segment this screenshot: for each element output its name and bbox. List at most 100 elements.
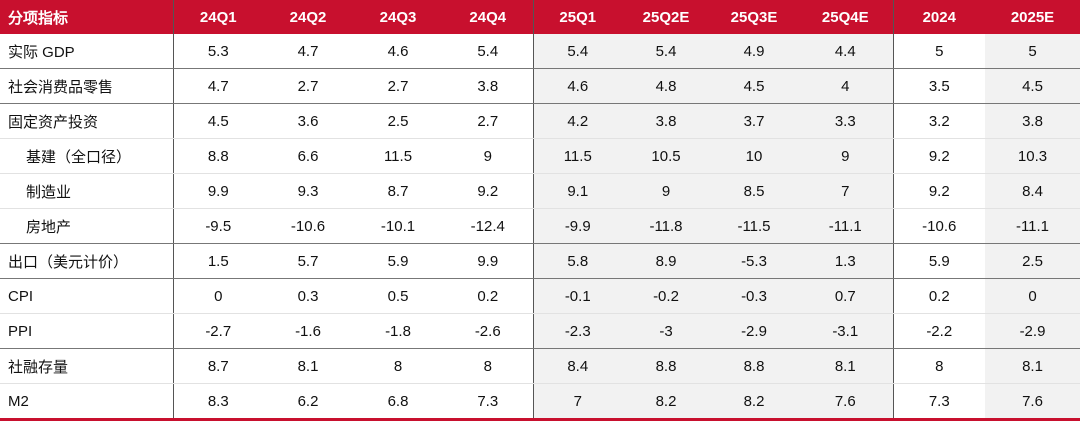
table-row: 制造业 9.9 9.3 8.7 9.2 9.1 9 8.5 7 9.2 8.4: [0, 173, 1080, 209]
value-cell: -2.2: [892, 313, 985, 349]
value-cell: 7.3: [892, 383, 985, 420]
value-cell: 2.5: [353, 103, 443, 139]
header-cell: 25Q3E: [710, 0, 798, 34]
value-cell: 8.4: [985, 173, 1080, 209]
table-row: PPI -2.7 -1.6 -1.8 -2.6 -2.3 -3 -2.9 -3.1 -2.2 -2.…: [0, 313, 1080, 349]
value-cell: 8.1: [263, 348, 353, 384]
value-cell: -2.9: [710, 313, 798, 349]
value-cell: 5.3: [172, 34, 263, 69]
value-cell: 4.7: [172, 68, 263, 104]
value-cell: -1.6: [263, 313, 353, 349]
value-cell: 4.4: [798, 34, 893, 69]
value-cell: -10.1: [353, 208, 443, 244]
value-cell: 8.7: [353, 173, 443, 209]
value-cell: 8.2: [622, 383, 710, 420]
value-cell: 5.4: [443, 34, 533, 69]
value-cell: 4.5: [172, 103, 263, 139]
value-cell: 1.5: [172, 243, 263, 279]
value-cell: -9.9: [532, 208, 622, 244]
value-cell: 9.3: [263, 173, 353, 209]
value-cell: -2.3: [532, 313, 622, 349]
header-cell: 分项指标: [0, 0, 173, 34]
value-cell: 4.5: [985, 68, 1080, 104]
value-cell: 4.8: [622, 68, 710, 104]
value-cell: 4.7: [263, 34, 353, 69]
value-cell: -11.1: [985, 208, 1080, 244]
row-label: 社融存量: [0, 348, 173, 384]
value-cell: 9: [443, 138, 533, 174]
value-cell: 0: [985, 278, 1080, 314]
value-cell: -0.2: [622, 278, 710, 314]
value-cell: 8: [353, 348, 443, 384]
table-row: 出口（美元计价） 1.5 5.7 5.9 9.9 5.8 8.9 -5.3 1.3 5.9 2.5: [0, 243, 1080, 279]
row-label: 实际 GDP: [0, 34, 173, 69]
header-cell: 24Q1: [172, 0, 263, 34]
value-cell: 8.7: [172, 348, 263, 384]
value-cell: -3.1: [798, 313, 893, 349]
value-cell: 8.5: [710, 173, 798, 209]
value-cell: 8.8: [622, 348, 710, 384]
value-cell: 5.7: [263, 243, 353, 279]
value-cell: 2.7: [353, 68, 443, 104]
value-cell: 4.9: [710, 34, 798, 69]
row-label: CPI: [0, 278, 173, 314]
table-row: CPI 0 0.3 0.5 0.2 -0.1 -0.2 -0.3 0.7 0.2 0: [0, 278, 1080, 314]
value-cell: 3.7: [710, 103, 798, 139]
value-cell: 7.6: [985, 383, 1080, 420]
value-cell: 2.7: [443, 103, 533, 139]
table-row: 固定资产投资 4.5 3.6 2.5 2.7 4.2 3.8 3.7 3.3 3.2 3.8: [0, 103, 1080, 139]
value-cell: 0.7: [798, 278, 893, 314]
row-label: 固定资产投资: [0, 103, 173, 139]
value-cell: 4.5: [710, 68, 798, 104]
header-cell: 24Q3: [353, 0, 443, 34]
value-cell: 8.8: [172, 138, 263, 174]
header-row: 分项指标 24Q1 24Q2 24Q3 24Q4 25Q1 25Q2E 25Q3E 25Q4E 2…: [0, 0, 1080, 34]
value-cell: 9.9: [172, 173, 263, 209]
row-label: 社会消费品零售: [0, 68, 173, 104]
table-row: 社融存量 8.7 8.1 8 8 8.4 8.8 8.8 8.1 8 8.1: [0, 348, 1080, 384]
value-cell: 0.5: [353, 278, 443, 314]
value-cell: 2.7: [263, 68, 353, 104]
value-cell: 5.9: [353, 243, 443, 279]
value-cell: -2.9: [985, 313, 1080, 349]
value-cell: 8.4: [532, 348, 622, 384]
value-cell: 3.6: [263, 103, 353, 139]
header-cell: 25Q4E: [798, 0, 893, 34]
value-cell: 7.6: [798, 383, 893, 420]
value-cell: 8.1: [798, 348, 893, 384]
value-cell: -0.1: [532, 278, 622, 314]
value-cell: 8: [443, 348, 533, 384]
header-cell: 2024: [892, 0, 985, 34]
value-cell: 5: [985, 34, 1080, 69]
value-cell: 5.9: [892, 243, 985, 279]
row-label: 房地产: [0, 208, 173, 244]
table-row: M2 8.3 6.2 6.8 7.3 7 8.2 8.2 7.6 7.3 7.6: [0, 383, 1080, 420]
table-row: 社会消费品零售 4.7 2.7 2.7 3.8 4.6 4.8 4.5 4 3.5 4.5: [0, 68, 1080, 104]
value-cell: 8: [892, 348, 985, 384]
value-cell: -11.5: [710, 208, 798, 244]
header-cell: 25Q2E: [622, 0, 710, 34]
value-cell: 11.5: [353, 138, 443, 174]
value-cell: 6.8: [353, 383, 443, 420]
value-cell: 8.1: [985, 348, 1080, 384]
table-row: 实际 GDP 5.3 4.7 4.6 5.4 5.4 5.4 4.9 4.4 5 5: [0, 34, 1080, 69]
value-cell: 5.4: [532, 34, 622, 69]
value-cell: 3.8: [443, 68, 533, 104]
value-cell: 7: [532, 383, 622, 420]
value-cell: -11.8: [622, 208, 710, 244]
value-cell: 8.9: [622, 243, 710, 279]
value-cell: 7.3: [443, 383, 533, 420]
value-cell: -2.6: [443, 313, 533, 349]
value-cell: -10.6: [892, 208, 985, 244]
row-label: PPI: [0, 313, 173, 349]
value-cell: 9.2: [443, 173, 533, 209]
value-cell: 3.8: [622, 103, 710, 139]
table-row: 房地产 -9.5 -10.6 -10.1 -12.4 -9.9 -11.8 -11.5 -11.…: [0, 208, 1080, 244]
value-cell: 3.5: [892, 68, 985, 104]
value-cell: -9.5: [172, 208, 263, 244]
table-body: 实际 GDP 5.3 4.7 4.6 5.4 5.4 5.4 4.9 4.4 5 5 社会消费品零售 4…: [0, 34, 1080, 420]
value-cell: 5.8: [532, 243, 622, 279]
value-cell: 0.2: [892, 278, 985, 314]
value-cell: -12.4: [443, 208, 533, 244]
